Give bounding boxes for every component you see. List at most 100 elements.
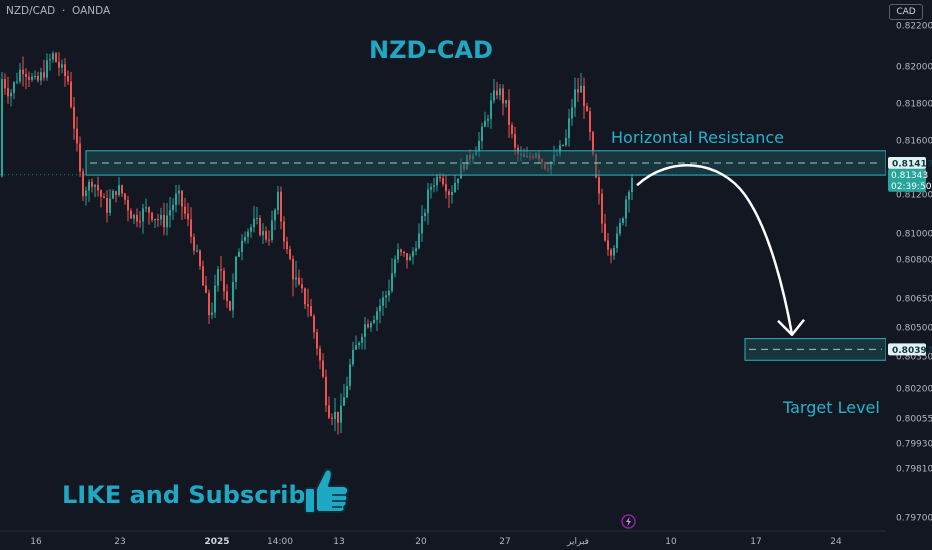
candle-body [601, 193, 603, 224]
candle-body [274, 210, 276, 221]
candle-body [88, 181, 90, 191]
candle-body [205, 285, 207, 293]
candle-body [421, 215, 423, 234]
price-tick-label: 0.81800 [896, 100, 932, 110]
candle-body [160, 215, 162, 220]
candle-body [127, 199, 129, 211]
candle-body [259, 217, 261, 236]
candle-body [508, 100, 510, 125]
candle-body [505, 100, 507, 104]
lightning-icon[interactable] [621, 514, 636, 529]
candle-body [559, 145, 561, 155]
candle-body [487, 118, 489, 121]
candle-body [154, 219, 156, 221]
candle-body [433, 185, 435, 187]
candle-body [235, 256, 237, 282]
candle-body [220, 269, 222, 271]
candle-body [436, 176, 438, 186]
candle-body [118, 185, 120, 195]
candle-body [226, 291, 228, 302]
price-tick-label: 0.79810 [896, 465, 932, 475]
candle-body [247, 231, 249, 237]
candle-body [322, 360, 324, 377]
candle-body [577, 89, 579, 93]
time-tick-label: 13 [333, 537, 344, 547]
candle-body [250, 227, 252, 232]
resistance-price-tag: 0.81417 [892, 159, 932, 169]
candle-body [91, 181, 93, 187]
candle-body [514, 133, 516, 148]
candle-body [190, 219, 192, 237]
candle-body [385, 295, 387, 298]
candle-body [442, 178, 444, 185]
candle-body [52, 53, 54, 60]
current-price-tag-bg [888, 168, 926, 192]
time-tick-label: 24 [830, 537, 842, 547]
candle-body [352, 349, 354, 365]
candle-body [139, 221, 141, 223]
projection-arrow [636, 164, 794, 335]
candle-body [598, 177, 600, 194]
candle-body [280, 191, 282, 222]
candle-body [10, 92, 12, 97]
candle-body [31, 76, 33, 80]
candle-body [178, 190, 180, 194]
projection-layer [636, 164, 805, 336]
candle-body [217, 269, 219, 286]
thumbs-up-icon [304, 468, 350, 514]
candle-body [364, 324, 366, 337]
candle-body [214, 285, 216, 313]
candle-body [19, 69, 21, 82]
candle-body [628, 191, 630, 200]
candle-body [112, 190, 114, 199]
candle-body [403, 251, 405, 254]
candle-body [277, 191, 279, 211]
time-tick-label: 16 [30, 537, 42, 547]
candle-body [73, 106, 75, 129]
currency-button[interactable]: CAD [889, 4, 923, 20]
price-axis[interactable]: 0.82200 0.82000 0.81800 0.81600 0.81200 0.810… [886, 0, 932, 550]
candle-body [589, 111, 591, 133]
candle-body [244, 236, 246, 241]
price-tick-label: 0.80800 [896, 256, 932, 266]
price-tick-label: 0.81000 [896, 230, 932, 240]
candle-body [7, 88, 9, 97]
candle-body [136, 214, 138, 222]
candle-body [631, 177, 633, 192]
candle-body [406, 253, 408, 261]
candle-body [619, 223, 621, 234]
candle-body [58, 61, 60, 68]
candle-body [607, 240, 609, 250]
candle-body [229, 301, 231, 311]
time-axis[interactable]: 16 23 2025 14:00 13 20 27 فبراير 10 17 24 [0, 530, 886, 547]
candle-body [76, 128, 78, 144]
candle-body [121, 185, 123, 194]
candle-body [133, 214, 135, 219]
candle-body [307, 304, 309, 307]
candle-body [163, 215, 165, 228]
candle-body [565, 137, 567, 146]
symbol-name: NZD/CAD [6, 5, 56, 17]
candle-body [49, 59, 51, 61]
candle-body [100, 190, 102, 197]
candle-body [103, 196, 105, 199]
candle-body [286, 241, 288, 250]
candle-body [313, 315, 315, 333]
candle-body [448, 191, 450, 196]
candle-body [13, 82, 15, 93]
resistance-annotation: Horizontal Resistance [611, 128, 784, 147]
candle-body [22, 69, 24, 74]
candle-body [478, 140, 480, 151]
exchange-name: OANDA [71, 5, 111, 17]
candle-body [283, 221, 285, 242]
projection-arrowhead [777, 318, 805, 336]
candle-body [40, 72, 42, 81]
symbol-header[interactable]: NZD/CAD · OANDA [6, 5, 110, 17]
candle-body [196, 250, 198, 252]
candle-body [172, 205, 174, 211]
target-price-tag: 0.80397 [892, 346, 932, 356]
candle-body [298, 277, 300, 285]
candle-body [481, 126, 483, 141]
candle-body [268, 239, 270, 241]
